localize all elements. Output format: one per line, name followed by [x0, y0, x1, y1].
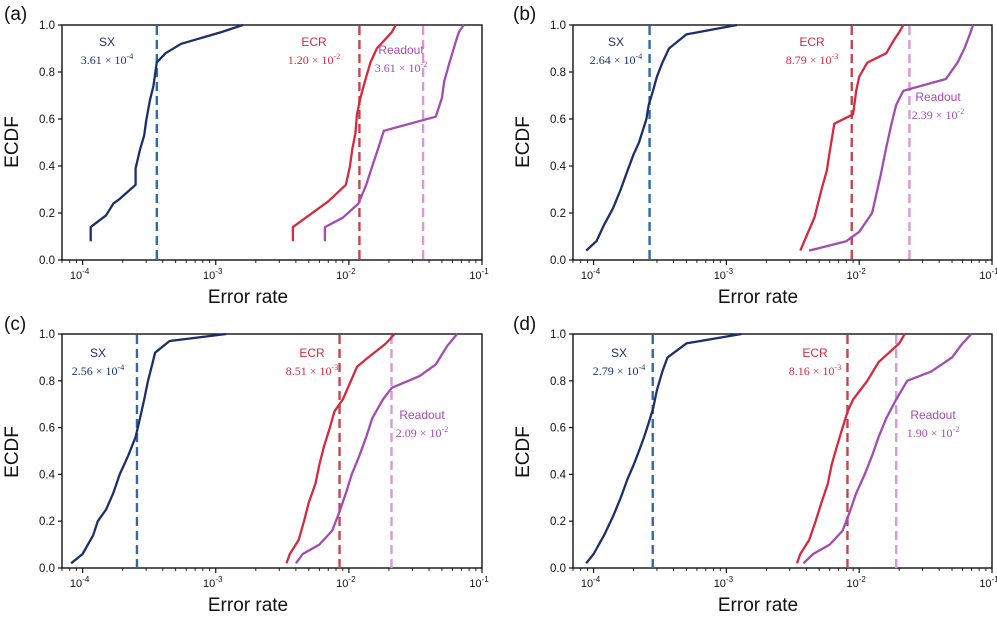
ecdf-line-sx [89, 23, 244, 242]
y-tick-label: 0.6 [39, 114, 55, 126]
ecdf-line-sx [70, 332, 227, 565]
ecdf-line-readout [323, 24, 465, 242]
axes-frame [572, 333, 993, 569]
annotation-name-readout: Readout [915, 90, 961, 104]
panel-2: (b) 0.0 0.2 0.4 0.6 0.8 1.0 10-4 10-3 10-2 10-1 Err… [513, 4, 997, 308]
ecdf-line-readout [294, 333, 458, 564]
annotation-value-sx: 2.64 × 10-4 [590, 52, 642, 67]
x-tick-label: 10-4 [70, 575, 90, 590]
annotation-value-sx: 2.79 × 10-4 [593, 363, 645, 378]
annotation-name-readout: Readout [378, 43, 424, 57]
axes-frame [61, 24, 483, 261]
y-tick-label: 1.0 [39, 329, 55, 341]
panel-3: (c) 0.0 0.2 0.4 0.6 0.8 1.0 10-4 10-3 10-2 10-1 Err… [2, 314, 489, 616]
y-tick-label: 0.2 [550, 516, 566, 528]
ecdf-line-ecr [795, 333, 906, 564]
y-axis-label: ECDF [513, 426, 534, 478]
y-axis-label: ECDF [2, 426, 23, 478]
x-axis-label: Error rate [718, 287, 798, 308]
x-tick-label: 10-4 [581, 267, 601, 282]
y-tick-label: 0.8 [550, 376, 566, 388]
y-tick-label: 0.2 [39, 516, 55, 528]
y-tick-label: 0.0 [550, 563, 566, 575]
y-tick-label: 1.0 [550, 20, 566, 32]
x-tick-label: 10-1 [979, 575, 997, 590]
y-tick-label: 0.0 [39, 563, 55, 575]
x-tick-label: 10-4 [70, 267, 90, 282]
x-tick-label: 10-1 [469, 267, 489, 282]
annotation-value-ecr: 8.16 × 10-3 [789, 363, 841, 378]
x-axis-label: Error rate [208, 595, 288, 616]
annotation-name-readout: Readout [399, 408, 445, 422]
panel-label: (b) [513, 4, 536, 25]
ecdf-line-ecr [799, 24, 905, 252]
axes-frame [572, 24, 993, 261]
y-tick-label: 0.2 [39, 208, 55, 220]
annotation-name-ecr: ECR [799, 35, 825, 49]
ecdf-line-sx [585, 332, 742, 565]
x-tick-label: 10-1 [469, 575, 489, 590]
panel-1: (a) 0.0 0.2 0.4 0.6 0.8 1.0 10-4 10-3 10-2 10-1 Err… [2, 4, 489, 308]
panel-4: (d) 0.0 0.2 0.4 0.6 0.8 1.0 10-4 10-3 10-2 10-1 Err… [513, 314, 997, 616]
y-tick-label: 0.6 [39, 423, 55, 435]
annotation-value-ecr: 8.51 × 10-3 [286, 363, 338, 378]
y-tick-label: 0.8 [550, 67, 566, 79]
x-tick-label: 10-3 [714, 575, 734, 590]
y-axis-label: ECDF [2, 116, 23, 168]
annotation-name-sx: SX [99, 35, 115, 49]
annotation-name-ecr: ECR [301, 35, 327, 49]
y-tick-label: 0.2 [550, 208, 566, 220]
y-tick-label: 0.0 [39, 255, 55, 267]
ecdf-line-readout [808, 24, 975, 252]
x-tick-label: 10-2 [847, 575, 867, 590]
annotation-value-ecr: 8.79 × 10-3 [786, 52, 838, 67]
x-tick-label: 10-3 [714, 267, 734, 282]
annotation-value-sx: 3.61 × 10-4 [81, 52, 133, 67]
annotation-name-ecr: ECR [802, 346, 828, 360]
x-axis-label: Error rate [718, 595, 798, 616]
x-tick-label: 10-3 [203, 267, 223, 282]
y-tick-label: 0.6 [550, 423, 566, 435]
x-tick-label: 10-2 [336, 575, 356, 590]
annotation-name-sx: SX [611, 346, 627, 360]
y-tick-label: 0.8 [39, 67, 55, 79]
annotation-name-sx: SX [90, 346, 106, 360]
y-tick-label: 0.4 [550, 161, 567, 173]
y-tick-label: 1.0 [39, 20, 55, 32]
annotation-name-ecr: ECR [299, 346, 325, 360]
y-tick-label: 0.6 [550, 114, 566, 126]
panel-label: (a) [4, 4, 27, 25]
y-axis-label: ECDF [513, 116, 534, 168]
panel-label: (c) [4, 314, 26, 335]
ecdf-line-readout [802, 333, 973, 565]
y-tick-label: 1.0 [550, 329, 566, 341]
panel-label: (d) [513, 314, 536, 335]
annotation-value-ecr: 1.20 × 10-2 [288, 52, 340, 67]
x-tick-label: 10-2 [336, 267, 356, 282]
x-tick-label: 10-2 [847, 267, 867, 282]
y-tick-label: 0.4 [39, 469, 56, 481]
ecdf-line-ecr [285, 333, 396, 564]
y-tick-label: 0.4 [550, 469, 567, 481]
x-axis-label: Error rate [208, 287, 288, 308]
annotation-value-readout: 1.90 × 10-2 [907, 425, 959, 440]
x-tick-label: 10-4 [581, 575, 601, 590]
x-tick-label: 10-1 [979, 267, 997, 282]
annotation-name-readout: Readout [910, 408, 956, 422]
ecdf-line-sx [585, 23, 738, 252]
annotation-value-readout: 2.39 × 10-2 [912, 107, 964, 122]
y-tick-label: 0.4 [39, 161, 56, 173]
x-tick-label: 10-3 [203, 575, 223, 590]
annotation-name-sx: SX [608, 35, 624, 49]
y-tick-label: 0.0 [550, 255, 566, 267]
annotation-value-readout: 3.61 × 10-2 [375, 60, 427, 75]
axes-frame [61, 333, 483, 569]
ecdf-line-ecr [291, 24, 397, 242]
annotation-value-readout: 2.09 × 10-2 [396, 425, 448, 440]
annotation-value-sx: 2.56 × 10-4 [72, 363, 124, 378]
y-tick-label: 0.8 [39, 376, 55, 388]
